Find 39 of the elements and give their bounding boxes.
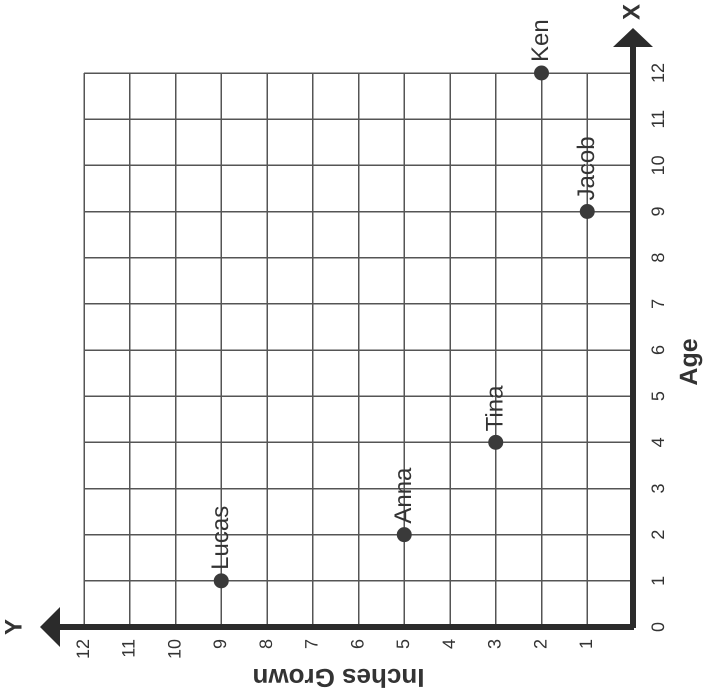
y-tick-label: 8 <box>648 252 668 263</box>
point <box>214 573 229 588</box>
x-tick-label: 4 <box>438 639 459 650</box>
x-tick-label: 1 <box>576 639 596 650</box>
y-tick-label: 1 <box>648 576 668 586</box>
point <box>488 434 504 450</box>
y-tick-label: 2 <box>648 530 668 540</box>
x-tick-label: 8 <box>256 639 276 650</box>
y-tick-label: 3 <box>648 483 668 494</box>
y-tick-label: 12 <box>648 62 668 84</box>
y-tick-label: 10 <box>648 155 668 176</box>
point <box>580 204 595 219</box>
x-tick-label: 3 <box>484 639 505 650</box>
annotation: Lucas <box>206 506 234 570</box>
text: X <box>618 4 646 20</box>
y-axis-title: Age <box>674 338 703 386</box>
x-tick-label: 10 <box>164 639 184 660</box>
x-tick-label: 5 <box>393 639 414 650</box>
annotation: Anna <box>390 466 417 524</box>
y-tick-label: 0 <box>648 622 668 632</box>
annotation: Ken <box>527 19 554 62</box>
y-tick-label: 4 <box>648 437 668 448</box>
x-tick-label: 11 <box>118 639 139 658</box>
text: Y <box>0 618 28 636</box>
y-tick-label: 9 <box>648 206 668 217</box>
y-tick-label: 11 <box>648 110 668 129</box>
x-tick-label: 7 <box>302 639 322 650</box>
x-tick-label: 12 <box>72 639 93 660</box>
point <box>396 527 412 542</box>
x-tick-label: 2 <box>530 639 550 650</box>
y-tick-label: 5 <box>648 391 668 402</box>
x-axis-title: Inches Grown <box>252 662 424 693</box>
annotation: Jacob <box>572 136 600 200</box>
y-tick-label: 6 <box>648 344 668 356</box>
x-tick-label: 6 <box>347 639 368 650</box>
point <box>534 66 549 80</box>
x-tick-label: 9 <box>210 639 230 650</box>
annotation: Tina <box>481 384 508 432</box>
y-tick-label: 7 <box>648 298 668 309</box>
